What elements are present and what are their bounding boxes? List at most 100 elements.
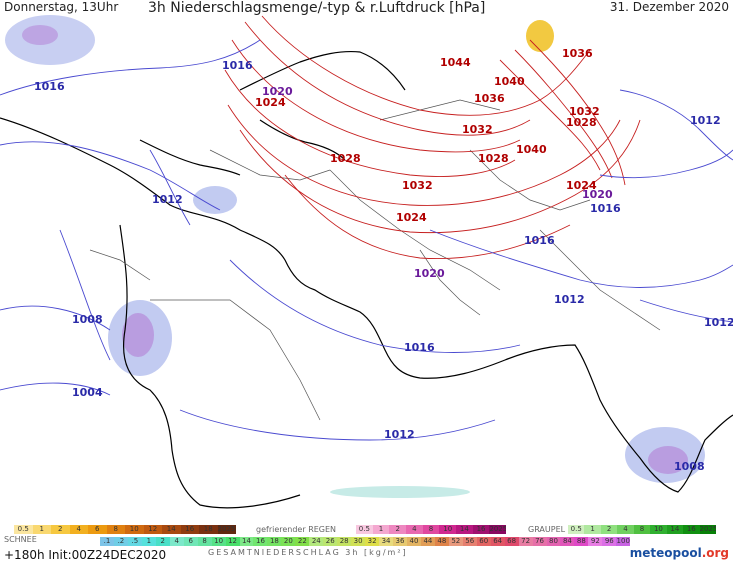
isobar-label: 1028 [478,152,509,165]
total-precip-scale-step: 40 [406,537,421,546]
total-precip-scale-step: 76 [532,537,547,546]
isobar-label: 1028 [566,116,597,129]
freezing-rain-scale-step: 1 [372,525,390,534]
isobar-label: 1032 [402,179,433,192]
total-precip-scale-step: 14 [239,537,254,546]
isobar-label: 1016 [524,234,555,247]
country-borders [89,99,661,421]
total-precip-scale-step: 84 [560,537,575,546]
isobar-label: 1012 [384,428,415,441]
total-precip-scale-step: 8 [197,537,212,546]
map-title: 3h Niederschlagsmenge/-typ & r.Luftdruck… [148,0,486,16]
graupel-scale-step: 0.5 [568,525,585,534]
freezing-rain-scale-step: 8 [422,525,440,534]
total-precip-scale-step: 28 [337,537,352,546]
total-precip-scale-step: 22 [295,537,310,546]
isobar-label: 1036 [474,92,505,105]
graupel-legend-label: GRAUPEL [528,525,566,534]
total-precip-scale-step: 72 [518,537,533,546]
isobar-label: 1032 [462,123,493,136]
total-precip-scale-step: 96 [602,537,617,546]
isobar-label: 1008 [72,313,103,326]
isobar-label: 1012 [152,193,183,206]
isobars-high [224,15,641,260]
snow-scale-step: 18 [199,525,218,534]
brand-logo: meteopool.org [630,546,729,560]
isobar-label: 1012 [704,316,733,329]
snow-scale-step: 2025+ [217,525,236,534]
total-precip-scale-step: 60 [476,537,491,546]
isobar-label: 1024 [396,211,427,224]
isobar-label: 1032 [569,105,600,118]
snow-scale-step: 8 [106,525,125,534]
isobar-labels: 1016 1016 1020 1024 1044 1040 1036 1036 … [34,47,733,473]
total-precip-scale-step: 24 [309,537,324,546]
isobar-label: 1012 [554,293,585,306]
coastlines [0,50,733,509]
isobar-label: 1044 [440,56,471,69]
total-precip-scale-step: 80 [546,537,561,546]
snow-scale-step: 12 [143,525,162,534]
total-precip-scale-step: 64 [490,537,505,546]
snow-scale-step: 6 [88,525,107,534]
total-precip-legend-label: GESAMTNIEDERSCHLAG 3h [kg/m²] [208,548,408,557]
snow-scale-step: 2 [51,525,70,534]
graupel-scale-step: 8 [633,525,651,534]
isobar-label: 1040 [494,75,525,88]
freezing-rain-scale-step: 16 [472,525,490,534]
total-precip-scale-step: 16 [253,537,268,546]
total-precip-scale-step: 36 [393,537,407,546]
total-precip-scale-step: 30 [351,537,366,546]
total-precip-scale: .1.2.5 1 2 4 6 8 10 12 14 16 18 20 22 24 26 28 30 32 34 36 4… [100,537,631,546]
isobar-label: 1040 [516,143,547,156]
isobar-label: 1036 [562,47,593,60]
snow-scale-step: 10 [125,525,144,534]
total-precip-scale-step: 48 [434,537,449,546]
snow-scale-step: 14 [162,525,181,534]
model-run-info: +180h Init:00Z24DEC2020 [4,548,167,562]
total-precip-scale-step: 4 [169,537,184,546]
isobar-label: 1024 [255,96,286,109]
snow-scale-step: 4 [69,525,88,534]
graupel-scale-step: 4 [617,525,634,534]
freezing-rain-scale-step: 2 [389,525,407,534]
isobar-label: 1024 [566,179,597,192]
total-precip-scale-step: 10 [211,537,226,546]
total-precip-scale-step: 88 [574,537,589,546]
total-precip-scale-step: .5 [127,537,142,546]
total-precip-scale-step: 100 [616,537,631,546]
isobars-low [0,39,733,441]
total-precip-scale-step: 52 [448,537,463,546]
freezing-rain-scale-step: 10 [439,525,457,534]
snow-scale-step: 16 [180,525,199,534]
total-precip-scale-step: 12 [225,537,240,546]
total-precip-scale-step: 2 [155,537,170,546]
snow-scale-step: 1 [32,525,51,534]
isobar-label: 1028 [330,152,361,165]
isobar-label: 1012 [690,114,721,127]
total-precip-scale-step: 32 [365,537,380,546]
isobar-label: 1020 [582,188,613,201]
total-precip-scale-step: 92 [588,537,603,546]
forecast-date: 31. Dezember 2020 [609,0,729,14]
total-precip-scale-step: 26 [323,537,338,546]
isobar-label: 1016 [34,80,65,93]
total-precip-scale-step: .1 [100,537,114,546]
total-precip-scale-step: 20 [281,537,296,546]
graupel-scale-step: 2025+ [699,525,716,534]
isobar-label: 1004 [72,386,103,399]
isobar-label: 1016 [590,202,621,215]
total-precip-scale-step: .2 [113,537,128,546]
weather-map: 1016 1016 1020 1024 1044 1040 1036 1036 … [0,15,733,509]
freezing-rain-scale-step: 0.5 [356,525,373,534]
forecast-day-time: Donnerstag, 13Uhr [4,0,119,14]
graupel-scale-step: 10 [650,525,667,534]
graupel-scale-step: 1 [584,525,601,534]
total-precip-scale-step: 68 [504,537,519,546]
graupel-scale-step: 16 [683,525,700,534]
graupel-scale-step: 14 [666,525,684,534]
graupel-scale-step: 2 [600,525,618,534]
